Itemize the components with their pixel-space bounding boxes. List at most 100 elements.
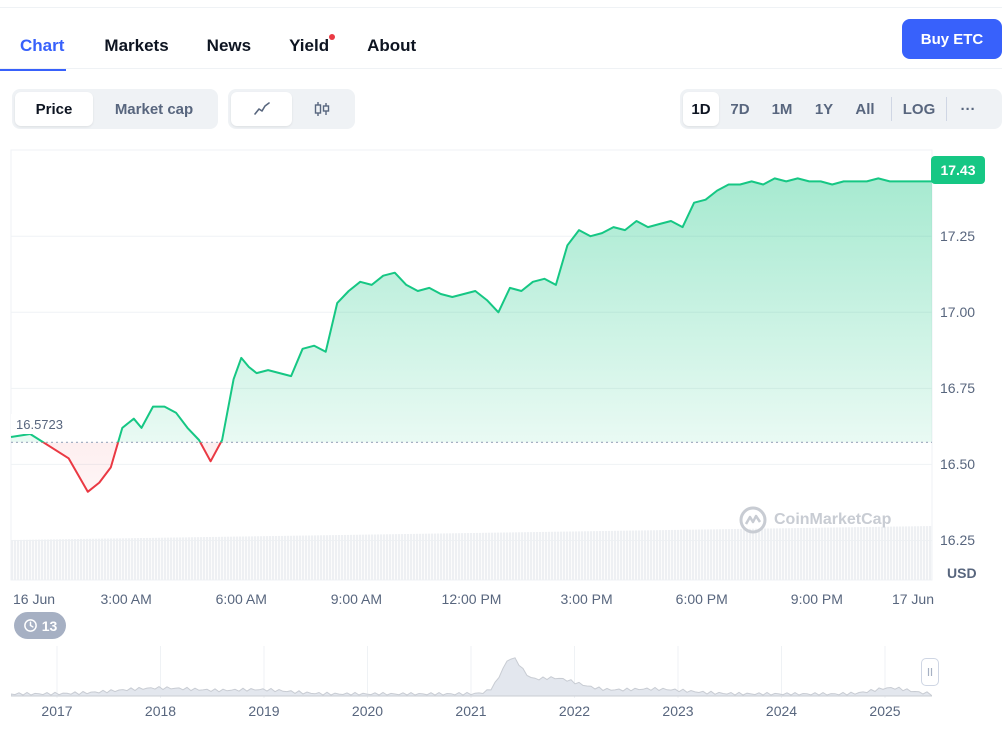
- more-options-button[interactable]: ···: [960, 100, 976, 118]
- volume-bar: [329, 535, 332, 580]
- price-point: [624, 229, 626, 231]
- volume-bar: [728, 529, 731, 580]
- volume-bar: [461, 533, 464, 580]
- volume-bar: [32, 539, 35, 580]
- navigator-handle[interactable]: [921, 658, 939, 686]
- volume-bar: [533, 532, 536, 580]
- range-1y-button[interactable]: 1Y: [814, 100, 834, 118]
- volume-bar: [218, 536, 221, 580]
- volume-bar: [608, 530, 611, 580]
- volume-bar: [866, 527, 869, 580]
- volume-bar: [605, 530, 608, 580]
- volume-bar: [182, 537, 185, 580]
- volume-bar: [230, 536, 233, 580]
- market-cap-toggle-button[interactable]: Market cap: [114, 100, 194, 118]
- tab-news[interactable]: News: [207, 30, 251, 68]
- volume-bar: [356, 534, 359, 580]
- volume-bar: [290, 535, 293, 580]
- volume-bar: [845, 527, 848, 580]
- price-point: [889, 180, 891, 182]
- range-1m-button[interactable]: 1M: [771, 100, 793, 118]
- volume-bar: [770, 528, 773, 580]
- range-1d-button[interactable]: 1D: [683, 92, 719, 126]
- volume-bar: [284, 535, 287, 580]
- volume-bar: [578, 531, 581, 580]
- price-chart[interactable]: [0, 140, 1002, 585]
- volume-bar: [326, 535, 329, 580]
- volume-bar: [422, 533, 425, 580]
- tab-markets[interactable]: Markets: [104, 30, 168, 68]
- volume-bar: [737, 528, 740, 580]
- volume-bar: [140, 538, 143, 580]
- price-point: [566, 244, 568, 246]
- price-line-up: [10, 177, 932, 443]
- price-point: [279, 372, 281, 374]
- y-tick-label: 16.75: [940, 380, 976, 397]
- price-point: [68, 457, 70, 459]
- volume-bar: [755, 528, 758, 580]
- range-all-button[interactable]: All: [855, 100, 875, 118]
- volume-bar: [575, 531, 578, 580]
- volume-bar: [872, 526, 875, 580]
- volume-bar: [239, 536, 242, 580]
- candlestick-chart-button[interactable]: [292, 92, 352, 126]
- range-7d-button[interactable]: 7D: [730, 100, 750, 118]
- volume-bar: [314, 535, 317, 580]
- volume-bar: [344, 534, 347, 580]
- volume-bar: [626, 530, 629, 580]
- price-point: [831, 183, 833, 185]
- volume-bar: [518, 532, 521, 580]
- volume-bar: [896, 526, 899, 580]
- volume-bar: [818, 527, 821, 580]
- tab-chart-label: Chart: [20, 36, 65, 55]
- volume-bar: [464, 533, 467, 580]
- volume-bar: [299, 535, 302, 580]
- volume-bar: [812, 527, 815, 580]
- notification-dot: [329, 34, 336, 40]
- tab-yield[interactable]: Yield: [289, 30, 336, 68]
- volume-bar: [632, 530, 635, 580]
- volume-bar: [164, 537, 167, 580]
- price-point: [440, 293, 442, 295]
- volume-bar: [332, 535, 335, 580]
- price-toggle-button[interactable]: Price: [15, 92, 93, 126]
- buy-etc-button[interactable]: Buy ETC: [902, 19, 1002, 59]
- volume-bar: [524, 532, 527, 580]
- volume-bar: [368, 534, 371, 580]
- volume-bar: [434, 533, 437, 580]
- tab-markets-label: Markets: [104, 36, 169, 55]
- volume-bar: [890, 526, 893, 580]
- line-chart-button[interactable]: [231, 92, 292, 126]
- volume-bar: [836, 527, 839, 580]
- history-clock-icon: [23, 619, 37, 632]
- volume-bar: [14, 539, 17, 580]
- range-navigator[interactable]: [11, 646, 932, 698]
- volume-bar: [398, 534, 401, 580]
- y-tick-label: 16.50: [940, 456, 976, 473]
- navigator-year-label: 2017: [41, 703, 73, 719]
- tab-chart[interactable]: Chart: [0, 30, 67, 71]
- volume-bar: [416, 533, 419, 580]
- currency-label: USD: [947, 565, 977, 581]
- volume-bar: [851, 527, 854, 580]
- volume-bar: [110, 538, 113, 580]
- tab-about[interactable]: About: [367, 30, 416, 68]
- price-point: [359, 281, 361, 283]
- volume-bar: [500, 532, 503, 580]
- price-point: [820, 180, 822, 182]
- volume-bar: [50, 539, 53, 580]
- volume-bar: [902, 526, 905, 580]
- volume-bar: [497, 532, 500, 580]
- volume-bar: [509, 532, 512, 580]
- volume-bar: [83, 538, 86, 580]
- volume-bar: [827, 527, 830, 580]
- volume-bar: [134, 538, 137, 580]
- volume-bar: [743, 528, 746, 580]
- volume-bar: [455, 533, 458, 580]
- log-scale-button[interactable]: LOG: [902, 100, 936, 118]
- history-badge[interactable]: 13: [14, 612, 66, 639]
- volume-bar: [191, 537, 194, 580]
- volume-bar: [335, 535, 338, 580]
- volume-bar: [188, 537, 191, 580]
- price-point: [601, 232, 603, 234]
